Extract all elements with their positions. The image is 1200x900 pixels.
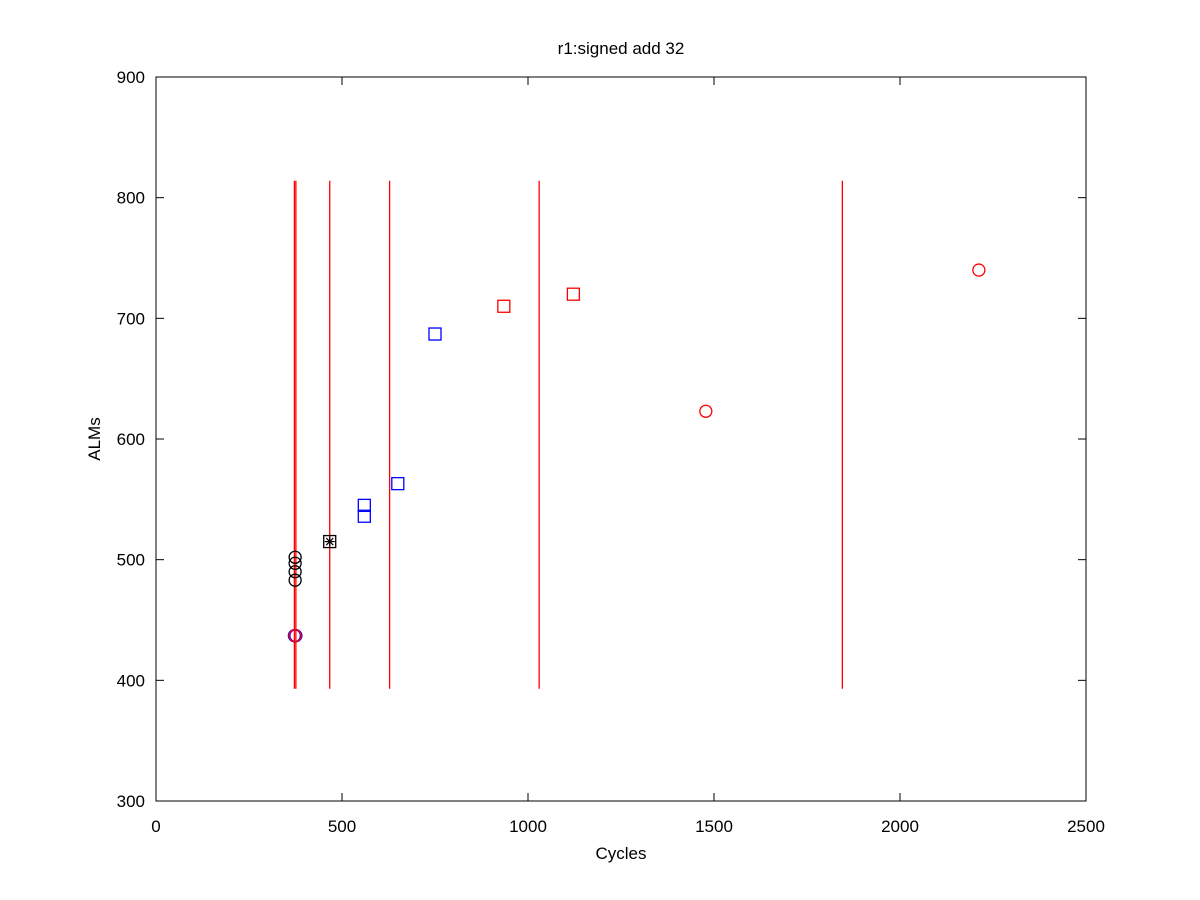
square-marker — [566, 287, 581, 301]
y-tick-label: 400 — [117, 671, 145, 690]
x-tick-label: 500 — [328, 817, 356, 836]
y-tick-label: 700 — [117, 309, 145, 328]
data-points — [287, 263, 986, 643]
circle-marker — [699, 404, 713, 418]
y-tick-label: 600 — [117, 430, 145, 449]
square-marker — [497, 299, 511, 313]
x-axis-label: Cycles — [595, 844, 646, 863]
chart-title: r1:signed add 32 — [558, 39, 685, 58]
x-tick-label: 1500 — [695, 817, 733, 836]
square-marker — [357, 498, 371, 513]
circle-marker — [288, 550, 302, 564]
square-marker — [391, 476, 405, 491]
square-marker — [323, 534, 337, 549]
x-tick-label: 1000 — [509, 817, 547, 836]
y-tick-label: 800 — [117, 189, 145, 208]
y-axis-label: ALMs — [85, 417, 104, 460]
axis-ticks: 0 500 1000 1500 2000 2500 300 400 500 600 700 800 90… — [117, 68, 1105, 836]
square-marker — [357, 509, 371, 523]
circle-marker — [288, 629, 302, 643]
star-marker-stroke — [325, 537, 334, 546]
x-tick-label: 2000 — [881, 817, 919, 836]
y-tick-label: 300 — [117, 792, 145, 811]
square-marker — [428, 327, 442, 341]
circle-marker — [288, 565, 302, 579]
x-tick-label: 0 — [151, 817, 160, 836]
circle-marker — [288, 573, 302, 587]
vertical-lines — [293, 180, 843, 689]
x-tick-label: 2500 — [1067, 817, 1105, 836]
y-tick-label: 900 — [117, 68, 145, 87]
plot-area — [155, 76, 1087, 802]
star-marker — [324, 536, 335, 547]
circle-marker — [972, 263, 986, 277]
circle-marker — [288, 556, 302, 570]
y-tick-label: 500 — [117, 551, 145, 570]
